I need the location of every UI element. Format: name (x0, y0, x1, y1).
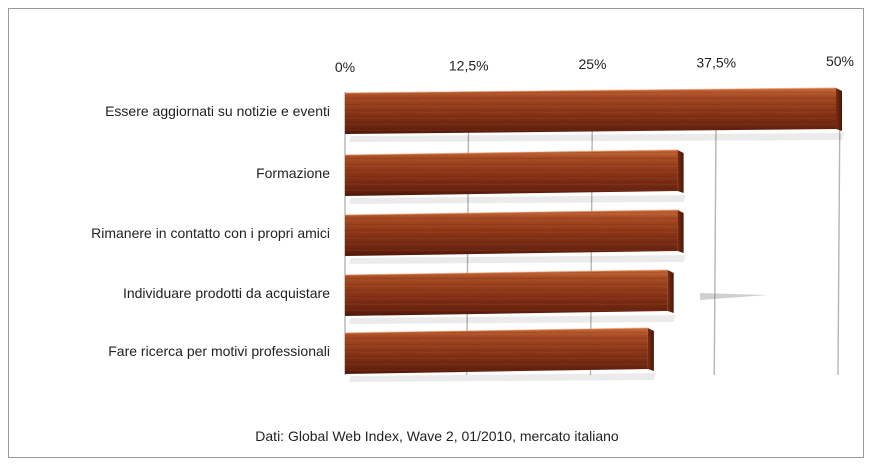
bar (344, 209, 686, 264)
category-labels: Essere aggiornati su notizie e eventi For… (91, 103, 330, 359)
category-label: Essere aggiornati su notizie e eventi (105, 103, 330, 119)
grid-line (837, 91, 841, 376)
bar (344, 269, 676, 324)
category-label: Rimanere in contatto con i propri amici (91, 225, 330, 241)
category-label: Formazione (256, 165, 330, 181)
bar (344, 149, 686, 204)
x-tick-label: 12,5% (449, 58, 489, 74)
bar (344, 327, 656, 382)
x-tick-label: 50% (826, 53, 854, 69)
bar-shadow (700, 293, 768, 300)
bar (344, 87, 844, 142)
category-label: Fare ricerca per motivi professionali (108, 343, 330, 359)
x-tick-label: 0% (335, 59, 355, 75)
x-tick-label: 37,5% (696, 55, 736, 71)
x-tick-label: 25% (578, 56, 606, 72)
bars (344, 87, 844, 382)
x-axis-ticks: 0% 12,5% 25% 37,5% 50% (335, 53, 854, 75)
grid-line (713, 91, 717, 376)
data-source-note: Dati: Global Web Index, Wave 2, 01/2010,… (255, 428, 619, 444)
category-label: Individuare prodotti da acquistare (123, 285, 330, 301)
